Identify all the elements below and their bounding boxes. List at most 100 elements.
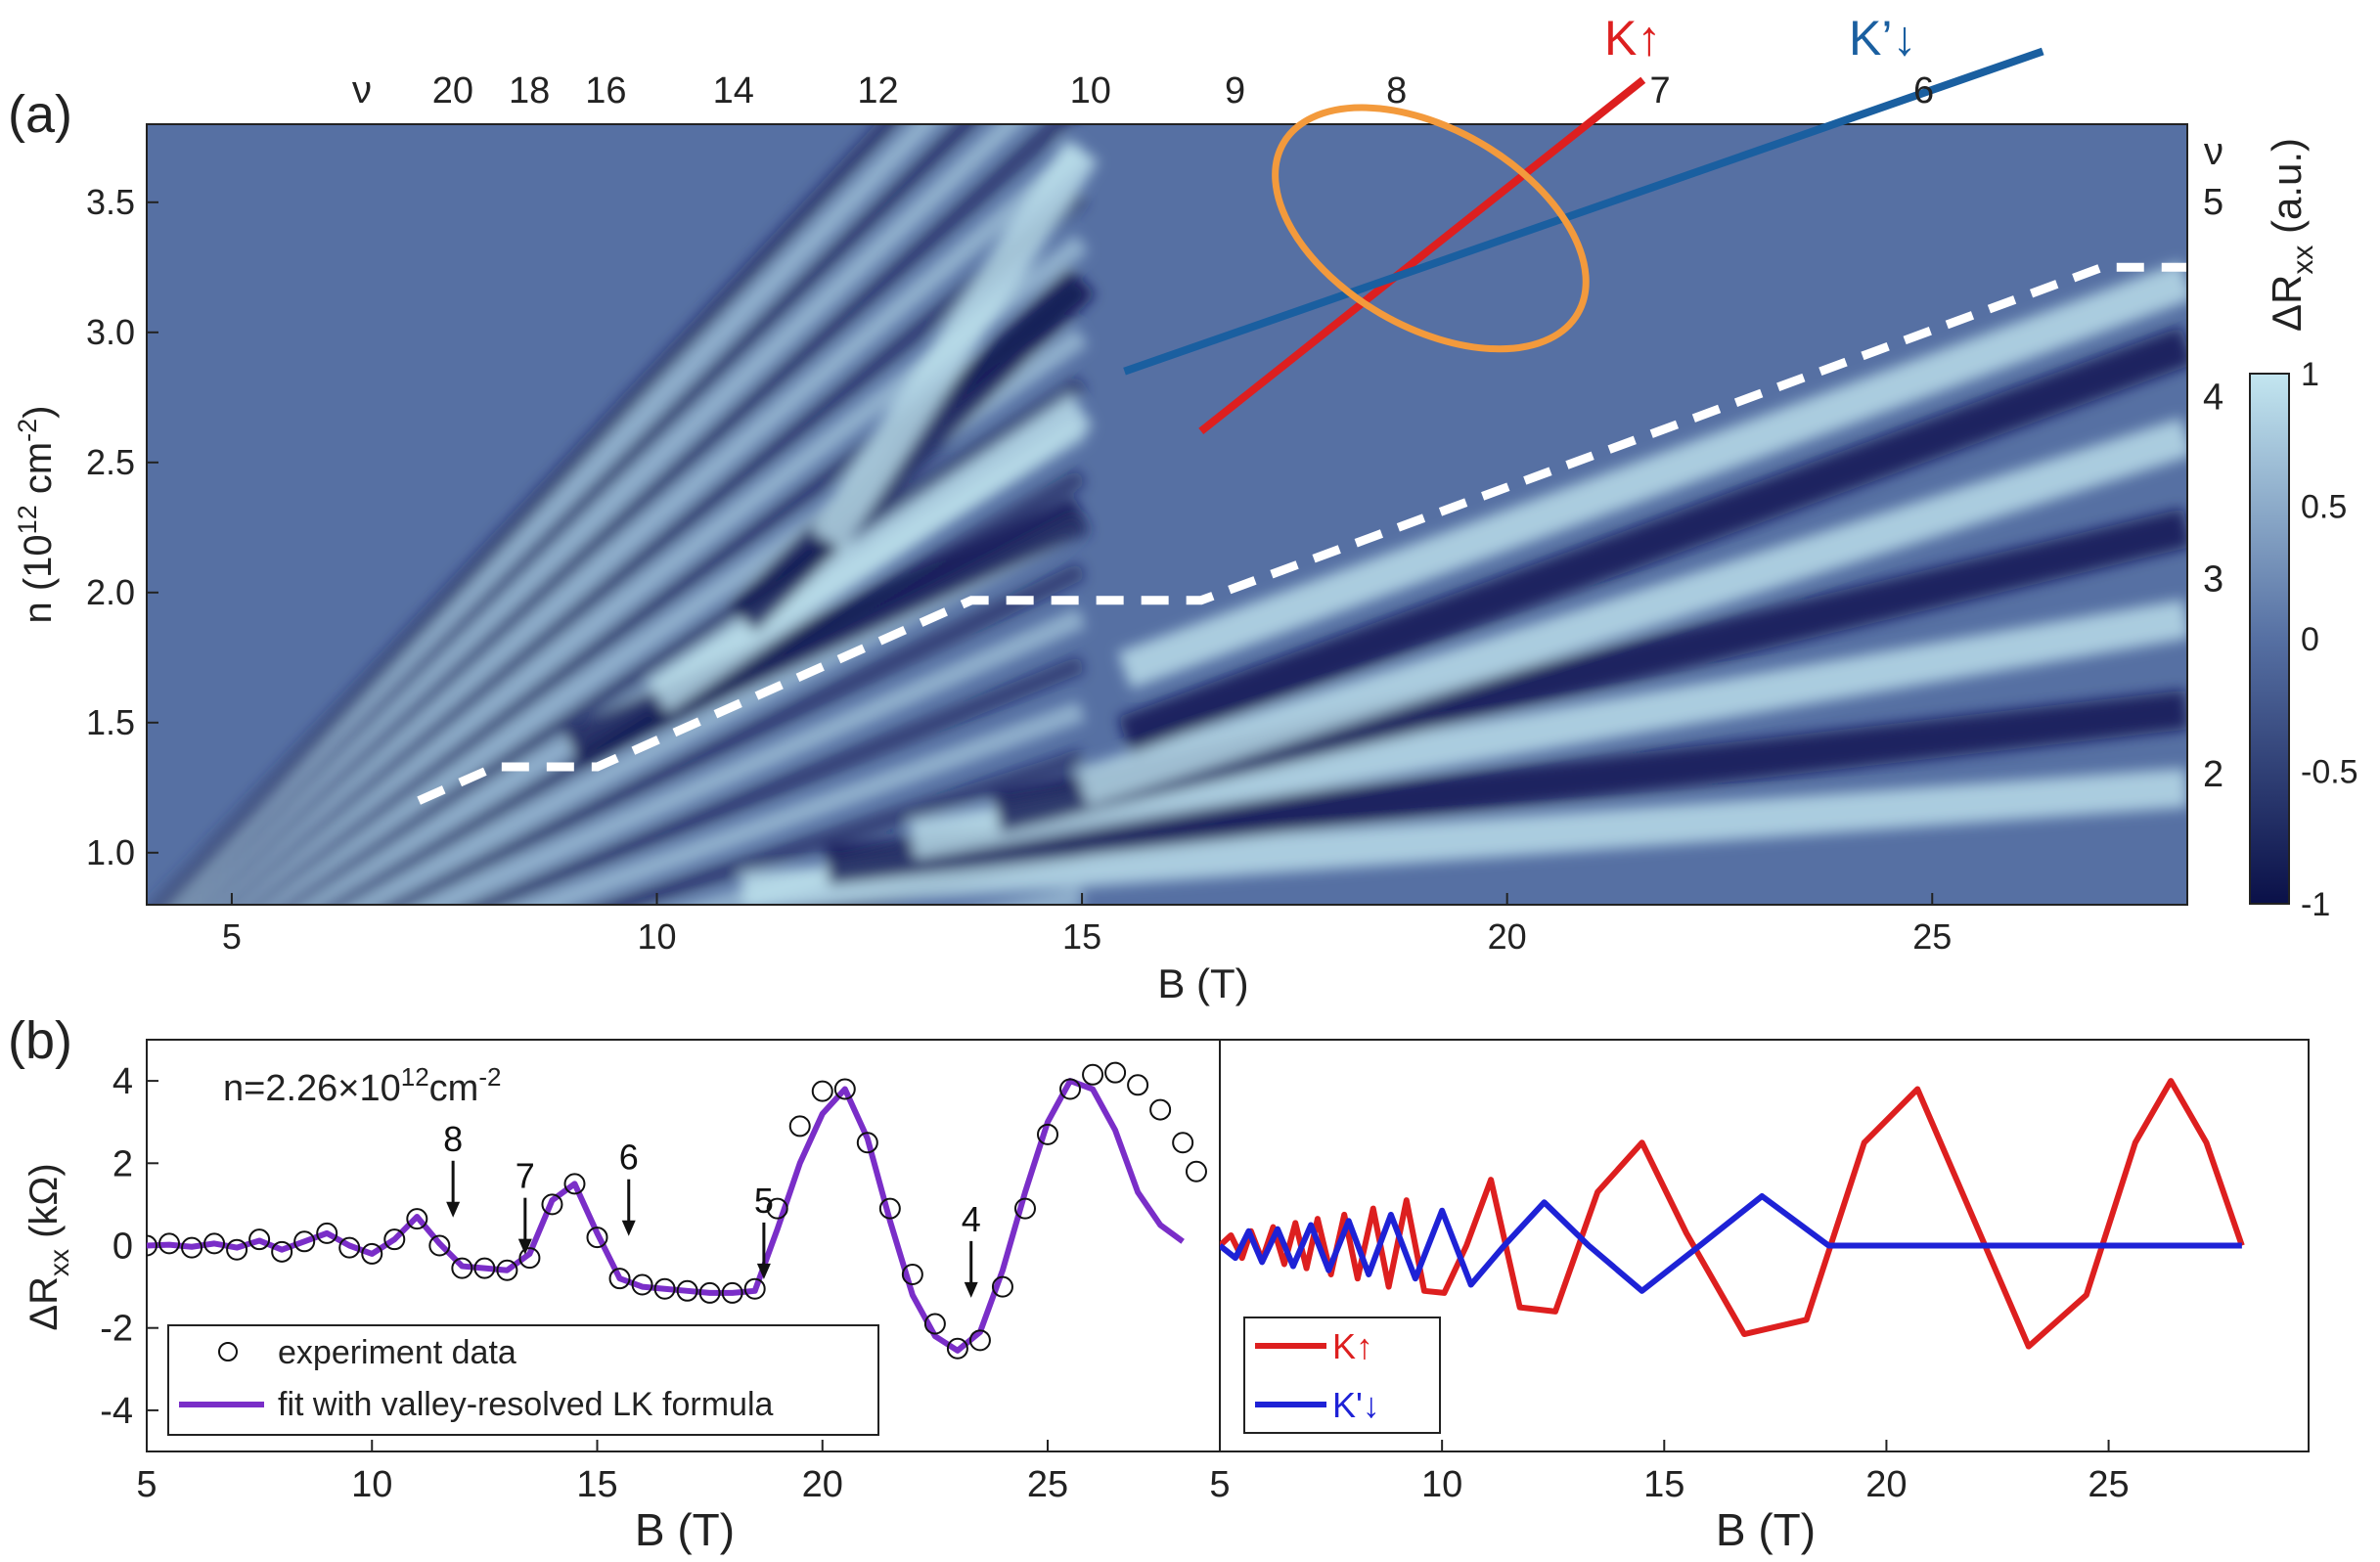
panel-b-y-tick-label: 4	[112, 1061, 133, 1102]
colorbar-gradient	[2249, 373, 2290, 905]
data-point	[698, 1281, 721, 1304]
k-up-label: K↑	[1604, 11, 1661, 66]
arrow-label: 6	[619, 1138, 639, 1178]
panel-b-y-axis-title: ΔRxx (kΩ)	[22, 1163, 74, 1330]
data-point	[1037, 1123, 1059, 1145]
heatmap-x-axis-title: B (T)	[1157, 960, 1248, 1006]
filling-factor-top-label: 12	[857, 70, 898, 112]
panel-b-right-x-tick-label: 25	[2088, 1464, 2129, 1505]
data-point	[878, 1197, 901, 1220]
filling-factor-right-labels: 5 4 3 2	[2203, 182, 2223, 795]
data-point	[541, 1193, 563, 1216]
filling-factor-top-label: 10	[1070, 70, 1111, 112]
heatmap-stripe	[376, 562, 1087, 905]
data-point	[451, 1257, 473, 1279]
heatmap-stripe	[740, 768, 2187, 905]
filling-factor-top-label: 8	[1386, 70, 1407, 112]
legend-entry-experiment: experiment data	[278, 1334, 516, 1371]
heatmap-stripe	[513, 700, 1086, 905]
filling-factor-top-label: 20	[432, 70, 473, 112]
data-point	[316, 1222, 338, 1244]
heatmap-stripe	[728, 266, 1097, 633]
data-point	[1149, 1098, 1172, 1121]
legend-box	[167, 1324, 879, 1436]
panel-b-right-plot	[1220, 1078, 2245, 1350]
panel-b-right-x-tick-label: 5	[1209, 1464, 1230, 1505]
panel-b-left-x-tick-label: 25	[1027, 1464, 1068, 1505]
data-point	[1013, 1197, 1036, 1220]
model-line	[1220, 1078, 2245, 1350]
panel-b-y-tick-label: -4	[100, 1391, 133, 1432]
filling-factor-top-label: 6	[1913, 70, 1934, 112]
heatmap-y-tick-label: 1.5	[86, 702, 135, 742]
arrow-label: 4	[962, 1199, 981, 1239]
arrow-label: 8	[443, 1119, 463, 1159]
guide-line	[1123, 47, 2044, 376]
colorbar-tick-label: -1	[2301, 886, 2330, 923]
panel-b-left-plot	[147, 1061, 1207, 1360]
data-point	[923, 1313, 946, 1335]
heatmap-stripes	[150, 124, 2187, 905]
legend-entry-fit: fit with valley-resolved LK formula	[278, 1386, 774, 1423]
panel-b-right-axes: 5 10 15 20 25	[1209, 1440, 2130, 1505]
data-point	[428, 1234, 451, 1257]
nu-symbol-right: ν	[2204, 130, 2223, 173]
data-point	[721, 1281, 743, 1304]
heatmap-stripe	[592, 749, 1085, 905]
data-point	[946, 1337, 968, 1360]
heatmap-x-tick-label: 5	[222, 916, 242, 957]
heatmap-y-tick-label: 2.5	[86, 442, 135, 482]
colorbar-tick-label: 0	[2301, 621, 2319, 658]
data-point	[1172, 1132, 1194, 1154]
data-point	[226, 1238, 248, 1261]
nu-symbol-top: ν	[352, 68, 372, 112]
landau-level-arrows: 8 7 6 5 4	[443, 1119, 981, 1298]
panel-b-right-x-tick-label: 20	[1865, 1464, 1907, 1505]
panel-b-left-x-tick-label: 5	[136, 1464, 157, 1505]
filling-factor-right-label: 5	[2203, 182, 2223, 223]
arrow-head	[621, 1220, 636, 1236]
heatmap-stripe	[991, 887, 1084, 905]
panel-b-right-x-tick-label: 15	[1643, 1464, 1684, 1505]
heatmap-stripe	[1117, 327, 2187, 754]
data-point	[1104, 1061, 1127, 1084]
arrow-label: 7	[516, 1156, 535, 1196]
colorbar-title: ΔRxx (a.u.)	[2264, 138, 2319, 332]
data-point	[653, 1277, 676, 1300]
panel-b-left-x-tick-label: 15	[576, 1464, 617, 1505]
data-point	[147, 1234, 157, 1257]
heatmap-y-axis-title: n (1012 cm-2)	[13, 406, 60, 624]
filling-factor-top-labels: 20 18 16 14 12 10 9 8 7 6	[432, 70, 1934, 112]
heatmap-y-tick-label: 1.0	[86, 832, 135, 872]
heatmap-y-tick-label: 3.5	[86, 182, 135, 222]
heatmap-axes: 5 10 15 20 25 1.0 1.5 2.0 2.5 3.0 3.5	[86, 47, 2044, 957]
panel-b-right-x-tick-label: 10	[1421, 1464, 1462, 1505]
heatmap-stripe	[171, 124, 1025, 905]
data-point	[901, 1263, 923, 1285]
panel-b-y-tick-label: -2	[100, 1309, 133, 1350]
k-prime-down-label: K’↓	[1849, 11, 1916, 66]
filling-factor-top-label: 7	[1650, 70, 1671, 112]
data-point	[968, 1329, 991, 1352]
data-point	[158, 1232, 181, 1255]
data-point	[406, 1208, 428, 1230]
panel-b-label: (b)	[8, 1011, 72, 1070]
filling-factor-top-label: 18	[509, 70, 550, 112]
data-point	[338, 1236, 361, 1259]
data-point	[833, 1078, 856, 1100]
data-point	[1127, 1074, 1149, 1096]
arrow-head	[517, 1238, 532, 1255]
legend-box	[1243, 1317, 1441, 1434]
heatmap-stripe	[461, 655, 1086, 905]
data-point	[248, 1228, 271, 1251]
heatmap-stripe	[192, 140, 1090, 905]
filling-factor-top-label: 16	[585, 70, 626, 112]
data-point	[1185, 1160, 1207, 1183]
heatmap-stripe	[270, 376, 1088, 905]
panel-b-y-tick-label: 0	[112, 1227, 133, 1268]
panel-b-left-x-axis-title: B (T)	[635, 1504, 735, 1555]
heatmap-stripe	[825, 690, 2187, 885]
filling-factor-right-label: 4	[2203, 377, 2223, 418]
